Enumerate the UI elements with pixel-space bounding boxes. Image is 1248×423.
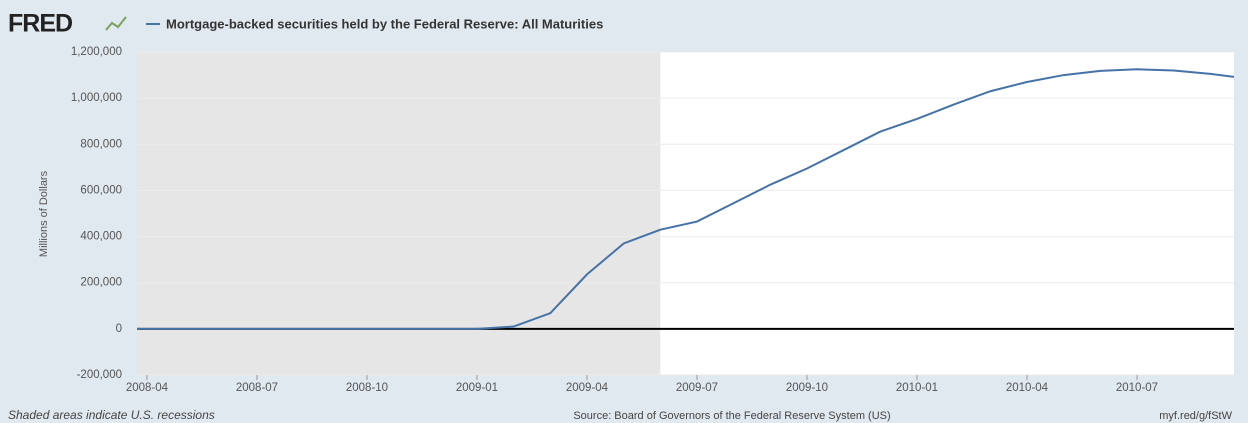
y-tick-label: 800,000 bbox=[80, 138, 122, 150]
y-tick-label: -200,000 bbox=[77, 369, 122, 381]
recession-note: Shaded areas indicate U.S. recessions bbox=[8, 408, 215, 422]
short-link: myf.red/g/fStW bbox=[1159, 410, 1232, 422]
brand-logo: FRED bbox=[8, 10, 72, 38]
y-tick-label: 600,000 bbox=[80, 184, 122, 196]
x-tick-label: 2008-10 bbox=[346, 382, 388, 394]
x-tick-label: 2010-01 bbox=[896, 382, 938, 394]
x-tick-label: 2009-04 bbox=[566, 382, 609, 394]
legend-label: Mortgage-backed securities held by the F… bbox=[166, 16, 603, 31]
series-line bbox=[137, 68, 1234, 330]
x-tick-label: 2009-10 bbox=[786, 382, 828, 394]
y-axis-label: Millions of Dollars bbox=[38, 170, 50, 257]
y-tick-label: 1,200,000 bbox=[71, 46, 122, 58]
y-tick-label: 200,000 bbox=[80, 277, 122, 289]
x-tick-label: 2009-07 bbox=[676, 382, 718, 394]
plot bbox=[137, 51, 1234, 376]
y-tick-label: 1,000,000 bbox=[71, 92, 122, 104]
source-note: Source: Board of Governors of the Federa… bbox=[573, 410, 890, 422]
x-tick-label: 2010-04 bbox=[1006, 382, 1049, 394]
recession-shade bbox=[137, 52, 661, 375]
x-tick-label: 2010-07 bbox=[1116, 382, 1158, 394]
y-tick-label: 0 bbox=[116, 323, 122, 335]
x-tick-label: 2008-04 bbox=[126, 382, 169, 394]
y-tick-label: 400,000 bbox=[80, 231, 122, 243]
x-tick-label: 2009-01 bbox=[456, 382, 498, 394]
logo-icon bbox=[105, 16, 127, 31]
x-tick-label: 2008-07 bbox=[236, 382, 278, 394]
